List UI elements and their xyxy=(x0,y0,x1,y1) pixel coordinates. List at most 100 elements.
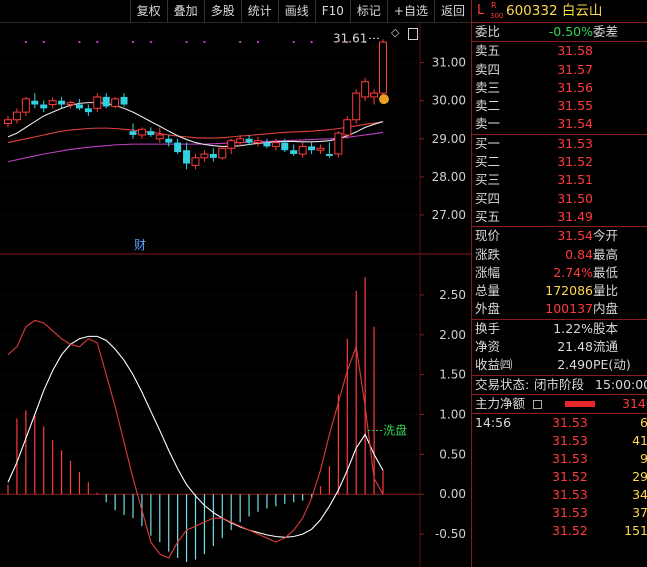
tick-list[interactable]: 14:56 31.53 6 31.53 41 31.53 9 31.52 29 31.53 34 31… xyxy=(472,414,647,540)
candle-body xyxy=(209,154,217,158)
toolbar-button-4[interactable]: 画线 xyxy=(277,0,315,22)
candle-body xyxy=(12,111,21,121)
fundamental-stats: 换手 1.22% 股本 净资 21.48 流通 收益㈣ 2.490 PE(动) xyxy=(472,320,647,376)
row-label: 买一 xyxy=(475,135,501,151)
market-l-badge: L xyxy=(477,3,485,18)
event-dot xyxy=(78,41,81,43)
macd-axis-label: 2.00 xyxy=(439,328,466,342)
candle-body xyxy=(120,96,128,105)
row-value: 31.53 xyxy=(557,135,593,151)
price-axis-label: 27.00 xyxy=(432,208,466,222)
price-axis-label: 31.00 xyxy=(432,56,466,70)
toolbar-button-8[interactable]: 返回 xyxy=(433,0,471,22)
row-label: 涨跌 xyxy=(475,246,501,262)
market-300-badge: 300 xyxy=(490,12,504,20)
row-value: 31.56 xyxy=(557,79,593,95)
row-value: 1.22% xyxy=(553,320,593,336)
candle-body xyxy=(147,131,155,135)
diamond-icon[interactable]: ◇ xyxy=(391,26,400,39)
row-label: 收益㈣ xyxy=(475,357,513,373)
candle-body xyxy=(191,157,200,166)
stock-name[interactable]: 600332 白云山 xyxy=(506,3,603,19)
row-label: 卖三 xyxy=(475,79,501,95)
tick-volume: 151 xyxy=(624,523,647,539)
row-value: 172086 xyxy=(545,283,593,299)
row-value: 31.57 xyxy=(557,61,593,77)
toolbar-button-6[interactable]: 标记 xyxy=(349,0,387,22)
dif-line xyxy=(7,319,384,559)
row-label: 买二 xyxy=(475,154,501,170)
panel-toggle-icon[interactable] xyxy=(408,28,418,40)
row-label: 卖五 xyxy=(475,43,501,59)
trade-status-row: 交易状态: 闭市阶段 15:00:00 xyxy=(472,376,647,395)
chart-toolbar: 复权 叠加 多股 统计 画线 F10 标记 +自选 返回 xyxy=(0,0,471,23)
ask-book: 卖五 31.58 卖四 31.57 卖三 31.56 卖二 31.55 卖一 31.54 xyxy=(472,42,647,135)
macd-axis-label: 0.50 xyxy=(439,447,466,461)
row-label: 外盘 xyxy=(475,301,501,317)
finance-report-marker[interactable]: 财 xyxy=(134,238,146,252)
event-dot xyxy=(239,41,242,43)
tick-price: 31.52 xyxy=(552,469,588,485)
row-value: 2.490 xyxy=(557,357,593,373)
quote-row: 买二 31.52 xyxy=(472,153,647,171)
high-price-label: 31.61 xyxy=(333,31,367,45)
toolbar-button-2[interactable]: 多股 xyxy=(203,0,241,22)
candle-body xyxy=(40,104,48,109)
candle-body xyxy=(343,119,352,136)
candle-body xyxy=(308,146,316,151)
toolbar-button-1[interactable]: 叠加 xyxy=(166,0,204,22)
weicha-label: 委差 xyxy=(593,24,619,39)
event-dot xyxy=(132,41,134,43)
flow-detail-icon[interactable] xyxy=(533,399,542,409)
row-value: 100137 xyxy=(545,301,593,317)
quote-row: 卖一 31.54 xyxy=(472,115,647,133)
event-dot xyxy=(364,41,367,43)
row-label: 卖四 xyxy=(475,61,501,77)
candle-body xyxy=(165,138,173,143)
row-label-2: 流通 xyxy=(593,339,619,355)
chart-top-icons: ◇ xyxy=(386,26,466,40)
candle-body xyxy=(290,150,298,155)
event-dot xyxy=(24,41,27,43)
row-value: 31.55 xyxy=(557,98,593,114)
weibi-row: 委比 -0.50% 委差 xyxy=(472,23,647,43)
trade-status-time: 15:00:00 xyxy=(595,376,647,392)
event-dot xyxy=(203,41,206,43)
quote-row: 现价 31.54 今开 xyxy=(472,227,647,245)
candle-body xyxy=(31,100,39,105)
toolbar-button-3[interactable]: 统计 xyxy=(240,0,278,22)
quote-row: 买五 31.49 xyxy=(472,208,647,226)
event-dot xyxy=(292,41,295,43)
candle-body xyxy=(58,100,66,105)
quote-row: 涨幅 2.74% 最低 xyxy=(472,264,647,282)
tick-row: 14:56 31.53 6 xyxy=(472,414,647,432)
candle-body xyxy=(93,96,102,109)
row-value: 31.54 xyxy=(557,116,593,132)
toolbar-button-7[interactable]: +自选 xyxy=(386,0,434,22)
quote-row: 卖四 31.57 xyxy=(472,61,647,79)
tick-price: 31.53 xyxy=(552,415,588,431)
candle-body xyxy=(4,119,12,125)
event-dot xyxy=(96,41,99,43)
row-value: 21.48 xyxy=(557,339,593,355)
kline-chart-area[interactable]: 31.00 30.00 29.00 28.00 27.00 31.61 财 2.50 2.00 1… xyxy=(0,22,471,567)
main-flow-row: 主力净额 3140 xyxy=(472,395,647,415)
candle-body xyxy=(370,92,379,98)
toolbar-button-0[interactable]: 复权 xyxy=(129,0,167,22)
row-label-2: 最低 xyxy=(593,264,619,280)
candle-body xyxy=(245,138,253,143)
candle-body xyxy=(174,142,182,153)
candle-body xyxy=(236,138,245,144)
weibi-label: 委比 xyxy=(475,24,501,39)
macd-axis-label: 1.50 xyxy=(439,368,466,382)
quote-row: 买一 31.53 xyxy=(472,135,647,153)
quote-row: 买三 31.51 xyxy=(472,171,647,189)
macd-axis-label: 0.00 xyxy=(439,487,466,501)
wash-annotation: 洗盘 xyxy=(383,422,407,437)
candle-body xyxy=(48,100,57,106)
tick-volume: 9 xyxy=(640,451,647,467)
toolbar-button-5[interactable]: F10 xyxy=(314,0,350,22)
row-label: 涨幅 xyxy=(475,264,501,280)
trade-status-value: 闭市阶段 xyxy=(534,376,585,392)
tick-volume: 41 xyxy=(632,433,647,449)
